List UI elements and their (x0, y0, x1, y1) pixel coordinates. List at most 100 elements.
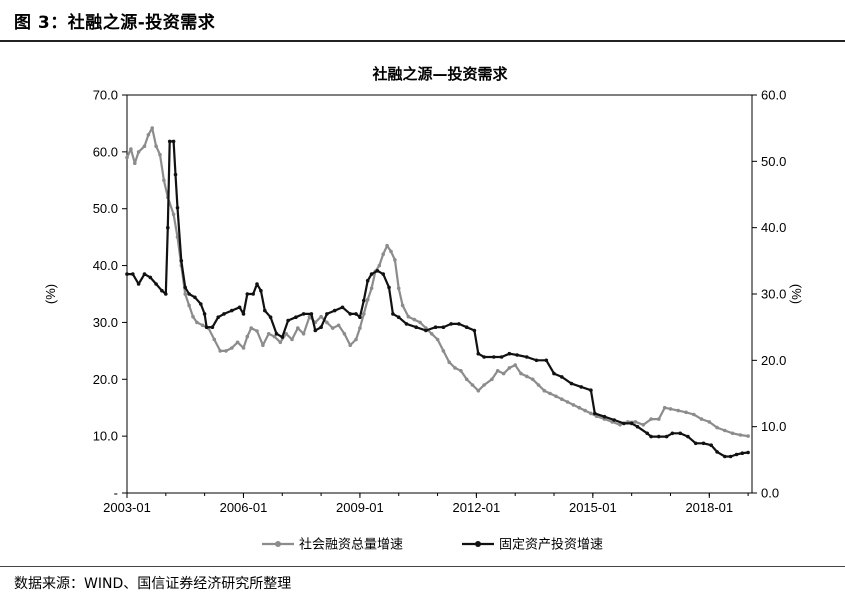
series-1-point (400, 303, 405, 308)
series-2-point (476, 351, 481, 356)
series-2-point (173, 172, 178, 177)
series-2-point (136, 282, 141, 286)
series-1-point (224, 349, 228, 353)
series-1-point (162, 178, 166, 183)
series-2-point (569, 381, 574, 386)
series-1-point (571, 403, 576, 407)
series-1-point (396, 286, 401, 291)
series-1-point (142, 144, 147, 148)
series-1-point (589, 411, 593, 416)
series-1-point (158, 152, 162, 157)
series-2-point (210, 325, 215, 330)
series-2-point (396, 315, 401, 320)
series-2-point (268, 315, 273, 320)
series-1-point (284, 332, 289, 336)
x-tick-label: 2006-01 (220, 500, 268, 515)
series-2-point (709, 443, 713, 448)
series-1-point (447, 360, 452, 365)
series-1-point (212, 337, 217, 342)
series-1-point (513, 363, 517, 367)
chart-title: 社融之源—投资需求 (371, 65, 508, 83)
legend-marker-1 (275, 541, 281, 547)
series-2-point (313, 328, 318, 333)
series-2-point (193, 295, 197, 300)
series-2-point (251, 292, 255, 296)
series-1-point (129, 147, 133, 151)
series-2-point (222, 312, 226, 316)
series-1-point (530, 377, 535, 382)
series-2-point (358, 315, 362, 320)
series-2-point (693, 441, 698, 446)
right-tick-label: 0.0 (761, 486, 779, 501)
left-tick-label: 30.0 (93, 315, 118, 330)
series-1-point (412, 317, 417, 322)
series-2 (125, 139, 750, 459)
series-1-point (307, 314, 312, 319)
series-1-point (191, 314, 195, 319)
series-1-point (348, 343, 353, 348)
right-axis-title: (%) (789, 284, 804, 304)
series-1-point (389, 249, 393, 254)
series-1-point (519, 371, 523, 376)
left-axis-title: (%) (43, 284, 58, 304)
series-2-point (160, 288, 164, 293)
series-2-point (740, 451, 745, 456)
series-2-point (457, 322, 461, 326)
series-2-point (175, 206, 180, 210)
series-1-point (429, 332, 434, 336)
series-2-point (166, 225, 170, 230)
series-2-point (414, 325, 419, 330)
series-2-point (602, 414, 607, 419)
series-1-point (507, 366, 512, 370)
series-1-point (548, 391, 552, 396)
series-1-point (241, 346, 246, 350)
series-2-point (301, 312, 306, 316)
x-tick-label: 2018-01 (685, 500, 733, 515)
series-1-point (649, 417, 653, 421)
series-2-point (515, 353, 519, 357)
series-2-point (125, 272, 129, 276)
series-2-point (449, 322, 453, 326)
series-2-point (199, 302, 203, 306)
series-2-point (202, 312, 207, 316)
series-1-point (218, 349, 222, 353)
series-1-point (245, 334, 250, 339)
right-tick-label: 50.0 (761, 154, 786, 169)
series-2-point (670, 431, 675, 436)
series-1-point (362, 312, 366, 316)
left-tick-label: 40.0 (93, 258, 118, 273)
series-1-point (336, 323, 341, 328)
series-1-point (133, 161, 137, 165)
series-2-point (274, 332, 279, 336)
series-1-point (441, 349, 446, 353)
series-2-point (701, 441, 706, 446)
series-2-point (340, 305, 345, 310)
series-1-point (377, 263, 382, 268)
series-2-point (433, 325, 438, 330)
series-1-point (476, 388, 481, 393)
series-2-point (183, 285, 187, 290)
series-2-point (148, 275, 153, 280)
series-2-point (164, 292, 168, 296)
series-1-point (195, 320, 199, 325)
series-1-point (230, 346, 234, 350)
series-1-point (358, 326, 362, 330)
series-2-point (204, 325, 209, 330)
series-2-point (612, 418, 616, 422)
series-2-point (560, 375, 564, 379)
series-1-point (692, 412, 696, 417)
series-1-point (187, 303, 191, 308)
series-1-point (296, 326, 300, 330)
right-tick-label: 20.0 (761, 353, 786, 368)
series-1-point (381, 252, 386, 256)
series-1-point (641, 423, 646, 427)
series-1-point (495, 369, 500, 373)
series-1-point (385, 243, 389, 248)
bottom-rule (0, 566, 845, 567)
series-1-point (418, 320, 422, 325)
series-1-point (684, 410, 688, 415)
series-1-point (183, 292, 187, 296)
series-1-point (301, 332, 306, 336)
series-1-point (490, 377, 494, 382)
series-1-point (618, 423, 622, 427)
